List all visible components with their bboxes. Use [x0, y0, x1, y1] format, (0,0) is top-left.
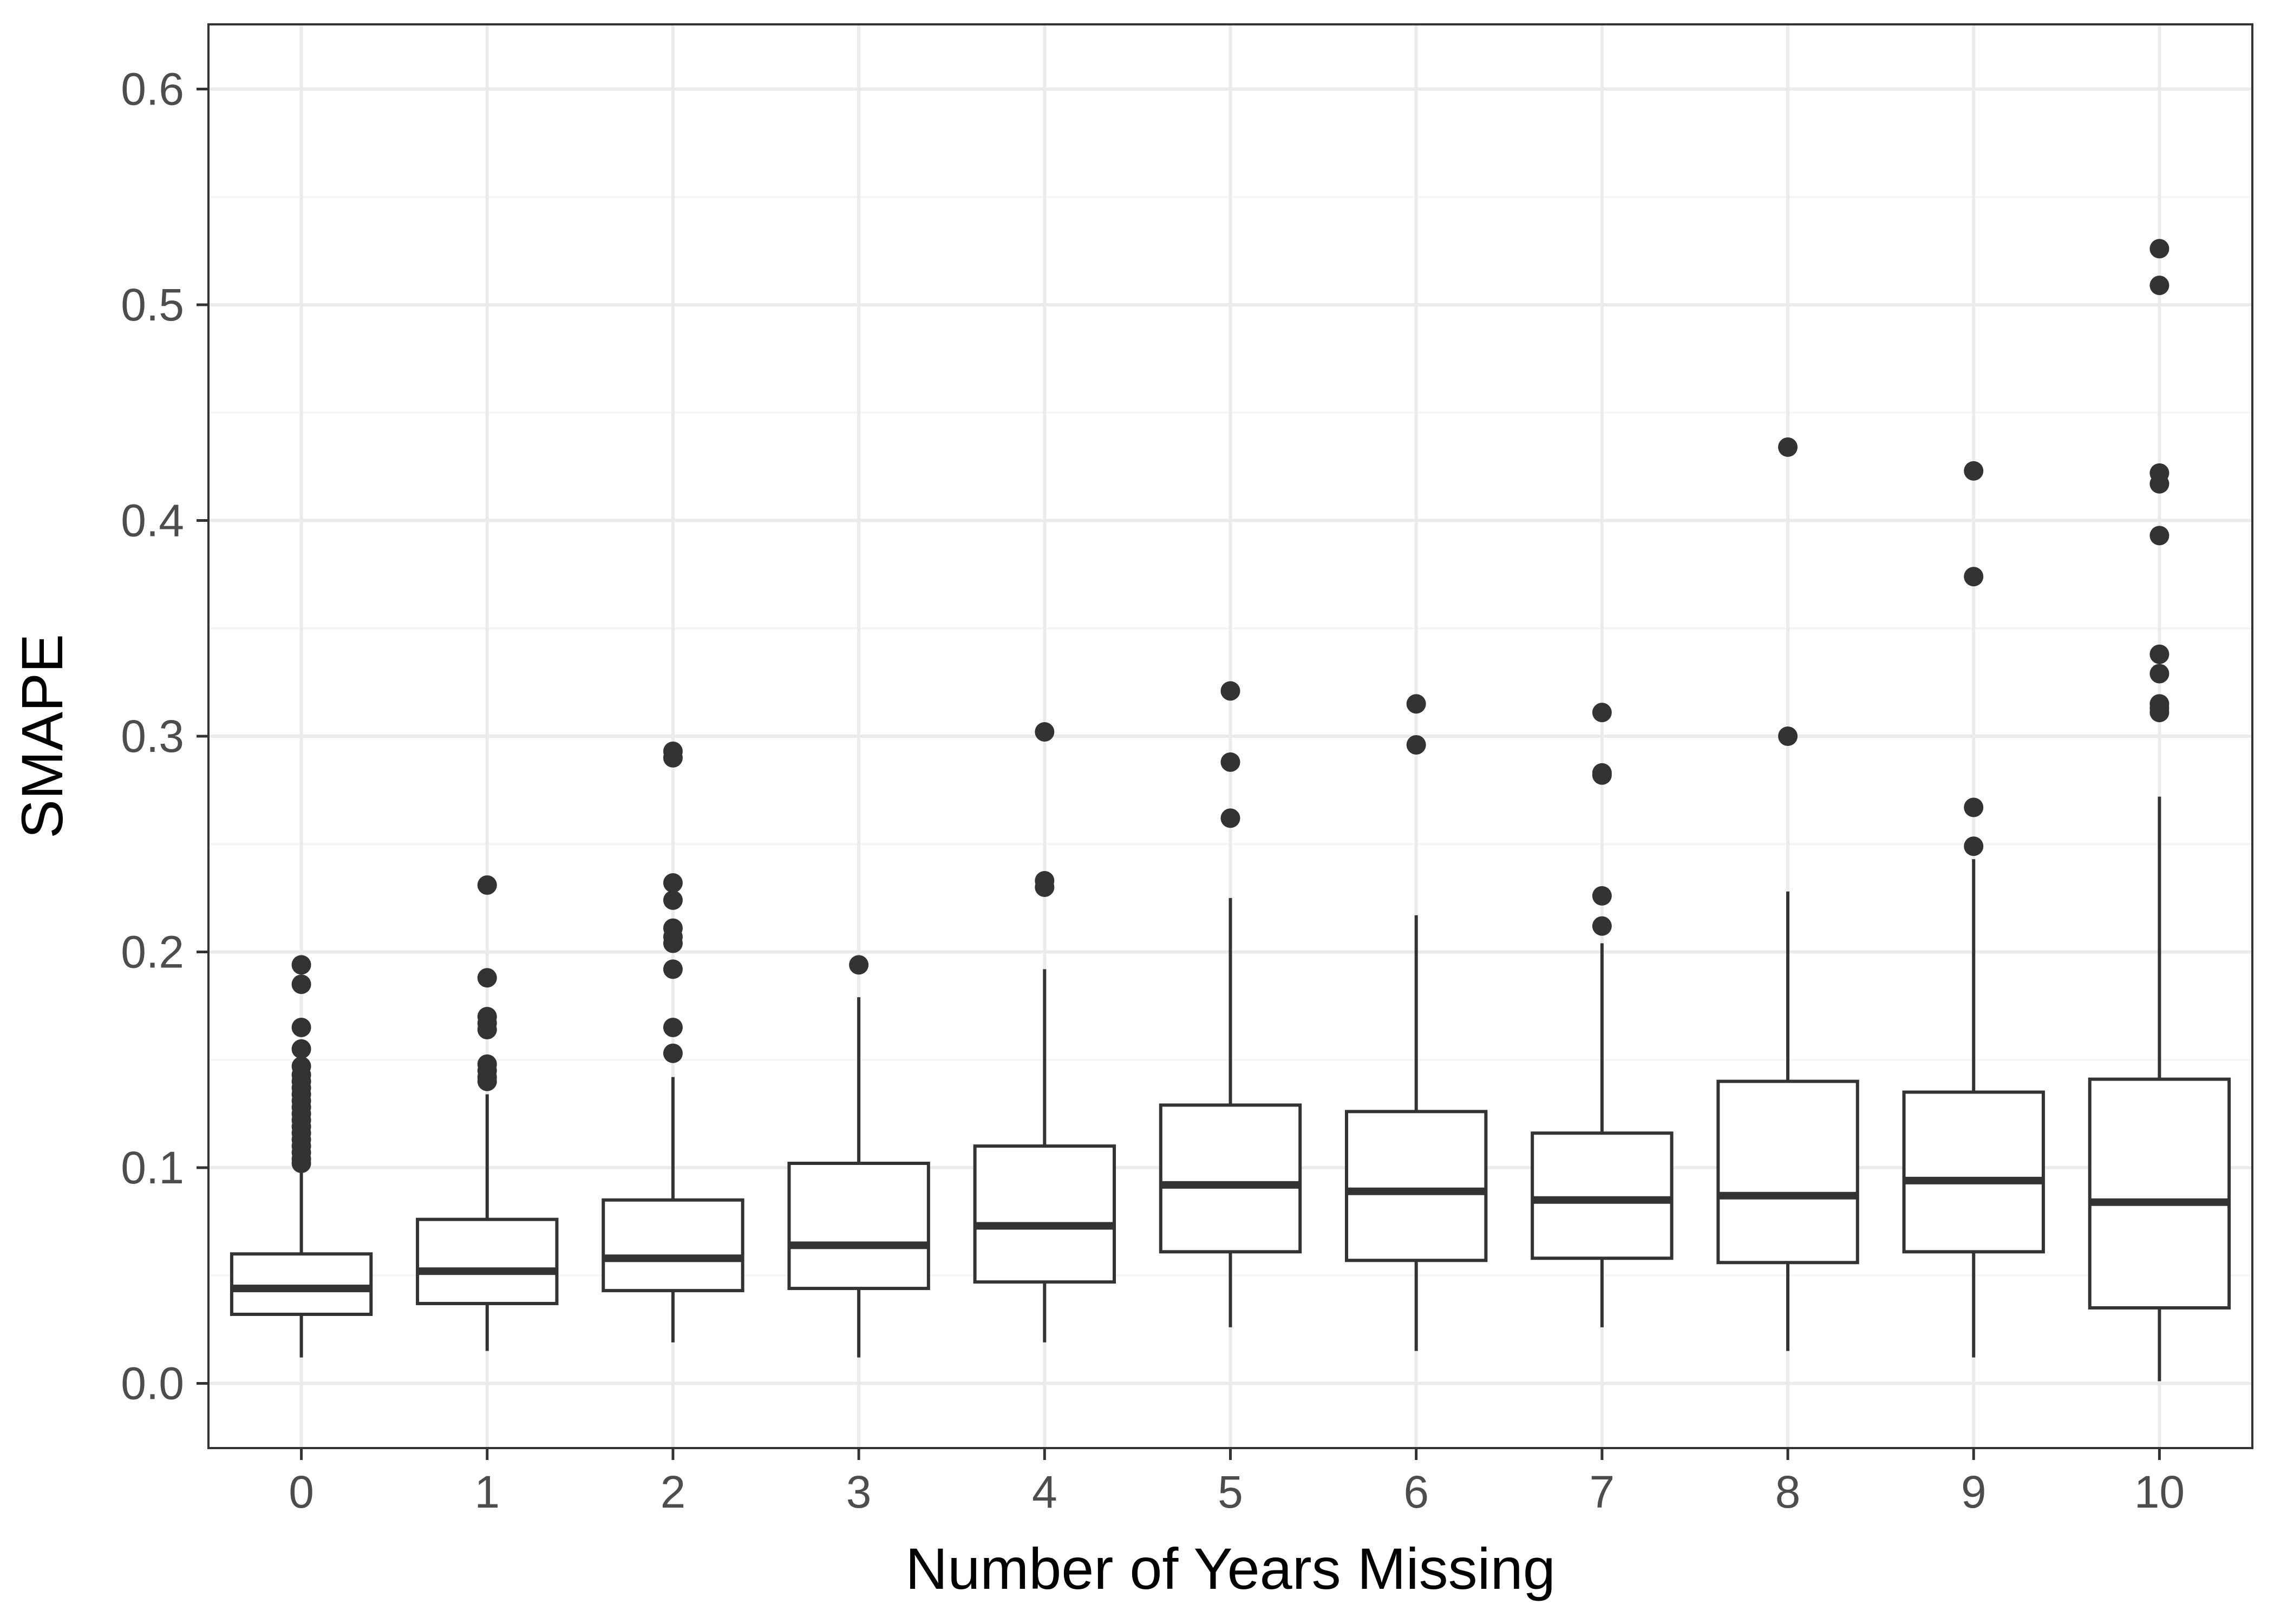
outlier-point — [1964, 797, 1984, 817]
y-tick-label: 0.4 — [121, 495, 184, 546]
outlier-point — [1778, 726, 1798, 746]
outlier-point — [2149, 239, 2170, 259]
x-tick-label: 10 — [2134, 1466, 2185, 1517]
x-tick-label: 9 — [1961, 1466, 1987, 1517]
y-tick-label: 0.1 — [121, 1142, 184, 1193]
axis-layer: 0.0 0.1 0.2 0.3 0.4 0.5 0.6 0 1 2 3 4 5 6 7 8 9 10 — [121, 64, 2185, 1517]
box-iqr — [230, 1252, 373, 1316]
x-tick-label: 3 — [846, 1466, 872, 1517]
outlier-point — [1592, 886, 1612, 906]
outlier-point — [477, 1019, 497, 1039]
outlier-point — [2149, 664, 2170, 684]
outlier-point — [1220, 808, 1240, 828]
box-iqr — [1716, 1079, 1859, 1265]
outlier-point — [291, 1039, 311, 1059]
outlier-point — [2149, 526, 2170, 546]
x-tick-label: 5 — [1218, 1466, 1243, 1517]
box-group — [416, 875, 559, 1351]
outlier-point — [291, 974, 311, 994]
outlier-point — [1406, 694, 1426, 714]
outlier-point — [1406, 735, 1426, 755]
box-group — [787, 955, 930, 1358]
x-tick-label: 7 — [1590, 1466, 1615, 1517]
outlier-point — [477, 875, 497, 895]
outlier-point — [1964, 836, 1984, 856]
outlier-point — [291, 1154, 311, 1173]
outlier-point — [1035, 722, 1055, 742]
outlier-point — [663, 959, 683, 979]
outlier-point — [1592, 765, 1612, 785]
box-group — [602, 741, 744, 1343]
outlier-point — [1964, 567, 1984, 587]
y-tick-label: 0.5 — [121, 279, 184, 330]
box-iqr — [2088, 1077, 2231, 1309]
box-group — [1344, 694, 1488, 1351]
box-group — [1716, 437, 1859, 1351]
box-group — [1531, 703, 1674, 1327]
box-iqr — [602, 1198, 744, 1293]
outlier-point — [291, 1017, 311, 1037]
box-iqr — [787, 1162, 930, 1291]
y-tick-label: 0.3 — [121, 711, 184, 762]
box-group — [1159, 681, 1302, 1327]
outlier-point — [1778, 437, 1798, 457]
outlier-point — [291, 955, 311, 975]
outlier-point — [2149, 644, 2170, 664]
outlier-point — [663, 890, 683, 910]
outlier-point — [663, 873, 683, 893]
outlier-point — [1220, 752, 1240, 772]
outlier-point — [1035, 877, 1055, 897]
x-tick-label: 2 — [661, 1466, 686, 1517]
x-tick-label: 1 — [474, 1466, 500, 1517]
outlier-point — [663, 1017, 683, 1037]
x-tick-label: 6 — [1403, 1466, 1429, 1517]
outlier-point — [663, 933, 683, 953]
x-tick-label: 8 — [1775, 1466, 1801, 1517]
outlier-point — [663, 1043, 683, 1063]
outlier-point — [1964, 461, 1984, 481]
x-tick-label: 0 — [289, 1466, 314, 1517]
outlier-point — [1592, 916, 1612, 936]
box-iqr — [1159, 1103, 1302, 1254]
outlier-point — [2149, 474, 2170, 494]
outlier-point — [849, 955, 869, 975]
x-tick-label: 4 — [1032, 1466, 1057, 1517]
box-group — [230, 955, 373, 1358]
y-tick-label: 0.6 — [121, 64, 184, 115]
outlier-point — [477, 968, 497, 988]
outlier-point — [2149, 276, 2170, 296]
y-tick-label: 0.0 — [121, 1358, 184, 1409]
outlier-point — [2149, 703, 2170, 723]
y-axis-title: SMAPE — [9, 634, 75, 839]
box-group — [1902, 461, 2045, 1358]
outlier-point — [477, 1071, 497, 1091]
x-axis-title: Number of Years Missing — [905, 1536, 1556, 1601]
outlier-point — [1220, 681, 1240, 701]
outlier-point — [663, 748, 683, 768]
box-iqr — [1344, 1110, 1488, 1262]
box-iqr — [1531, 1131, 1674, 1260]
box-group — [973, 722, 1116, 1343]
box-group — [2088, 239, 2231, 1381]
outlier-point — [1592, 703, 1612, 723]
box-iqr — [416, 1217, 559, 1306]
box-layer — [230, 239, 2231, 1381]
box-iqr — [973, 1144, 1116, 1284]
y-tick-label: 0.2 — [121, 926, 184, 977]
box-iqr — [1902, 1090, 2045, 1254]
